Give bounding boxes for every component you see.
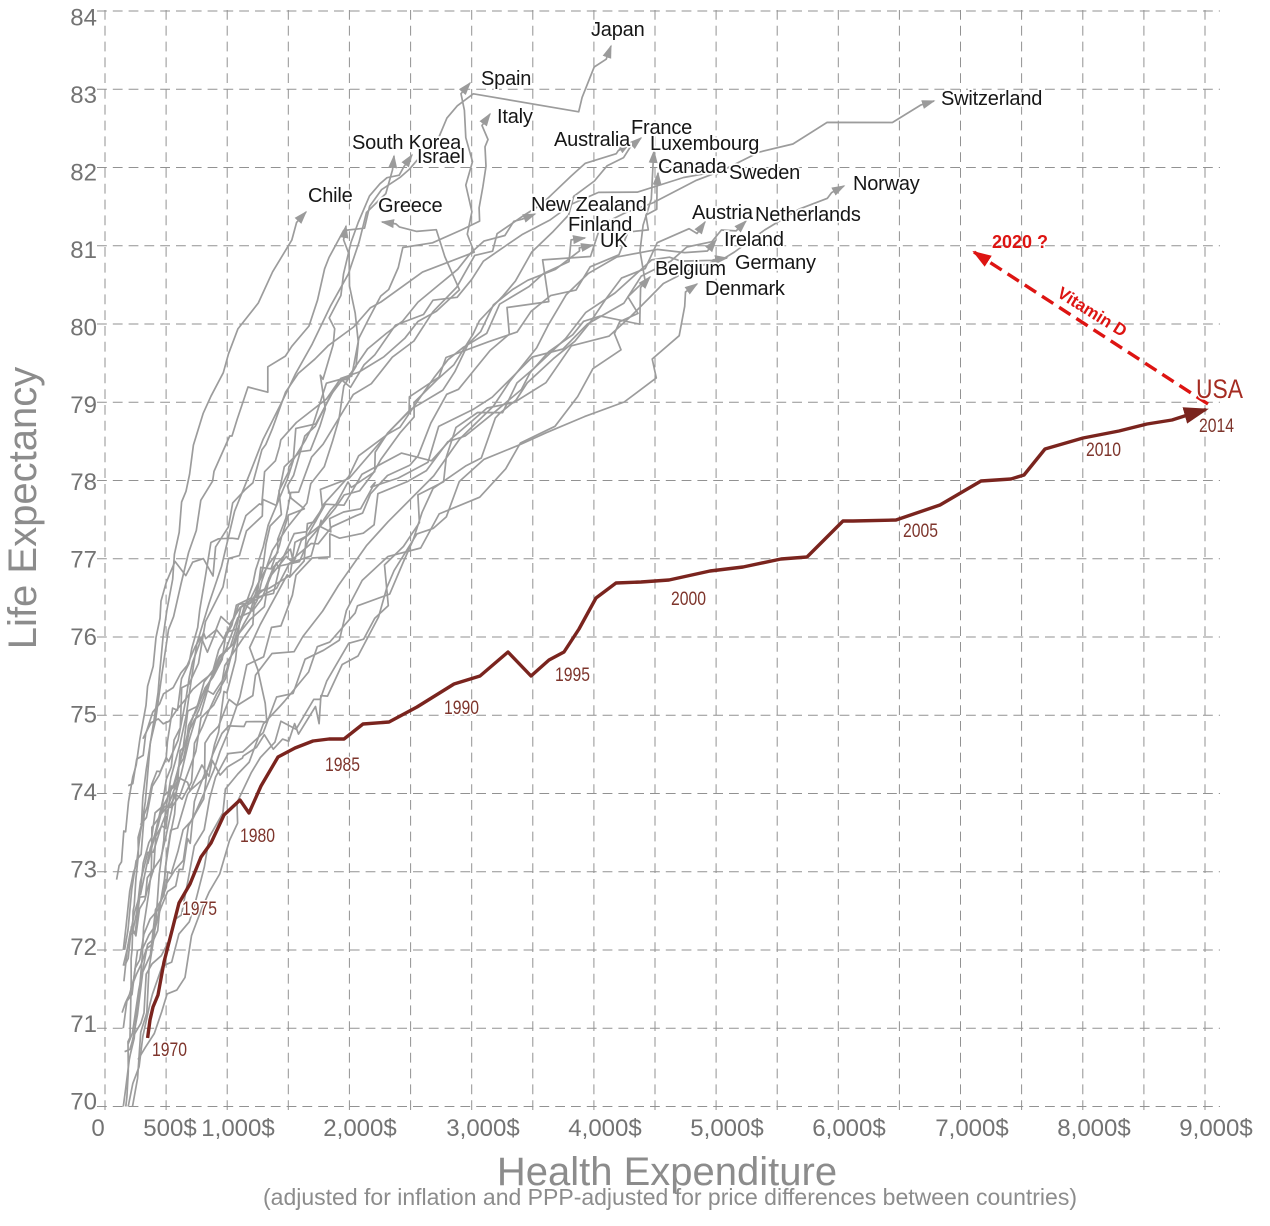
svg-text:Sweden: Sweden (729, 162, 800, 184)
svg-text:New Zealand: New Zealand (531, 194, 647, 216)
svg-text:Chile: Chile (308, 185, 353, 207)
svg-text:UK: UK (600, 230, 628, 252)
svg-text:1980: 1980 (240, 826, 275, 847)
svg-text:Canada: Canada (658, 156, 728, 178)
svg-text:8,000$: 8,000$ (1057, 1115, 1130, 1142)
svg-text:Spain: Spain (481, 68, 531, 90)
svg-text:71: 71 (70, 1011, 97, 1038)
svg-text:Belgium: Belgium (655, 258, 726, 280)
svg-text:Switzerland: Switzerland (941, 88, 1042, 110)
svg-text:0: 0 (91, 1115, 104, 1142)
svg-text:Austria: Austria (692, 202, 754, 224)
svg-text:81: 81 (70, 237, 97, 264)
svg-text:USA: USA (1196, 374, 1243, 404)
svg-text:Japan: Japan (591, 19, 645, 41)
svg-text:2000: 2000 (671, 589, 706, 610)
svg-text:9,000$: 9,000$ (1179, 1115, 1252, 1142)
svg-text:Australia: Australia (554, 129, 631, 151)
svg-text:80: 80 (70, 314, 97, 341)
svg-text:Israel: Israel (417, 146, 465, 168)
svg-text:1970: 1970 (152, 1040, 187, 1061)
svg-text:2020 ?: 2020 ? (992, 232, 1048, 252)
svg-text:Norway: Norway (853, 173, 920, 195)
svg-text:1995: 1995 (555, 665, 590, 686)
svg-text:Luxembourg: Luxembourg (650, 133, 759, 155)
svg-text:Ireland: Ireland (724, 229, 784, 251)
svg-text:70: 70 (70, 1089, 97, 1116)
svg-text:79: 79 (70, 392, 97, 419)
svg-text:3,000$: 3,000$ (446, 1115, 519, 1142)
svg-text:(adjusted for inflation and PP: (adjusted for inflation and PPP-adjusted… (263, 1184, 1077, 1210)
svg-text:2010: 2010 (1086, 440, 1121, 461)
svg-text:1990: 1990 (444, 698, 479, 719)
svg-text:Denmark: Denmark (705, 278, 786, 300)
svg-text:74: 74 (70, 779, 97, 806)
svg-text:7,000$: 7,000$ (935, 1115, 1008, 1142)
svg-text:500$: 500$ (143, 1115, 196, 1142)
svg-text:2005: 2005 (903, 521, 938, 542)
svg-text:1985: 1985 (325, 755, 360, 776)
svg-text:Netherlands: Netherlands (755, 204, 861, 226)
svg-text:4,000$: 4,000$ (568, 1115, 641, 1142)
svg-text:84: 84 (70, 5, 97, 32)
svg-text:South Korea: South Korea (352, 132, 462, 154)
svg-text:Finland: Finland (568, 214, 632, 236)
svg-text:5,000$: 5,000$ (690, 1115, 763, 1142)
svg-text:83: 83 (70, 82, 97, 109)
svg-text:75: 75 (70, 702, 97, 729)
svg-text:82: 82 (70, 160, 97, 187)
svg-text:78: 78 (70, 469, 97, 496)
svg-text:76: 76 (70, 624, 97, 651)
svg-text:72: 72 (70, 934, 97, 961)
svg-text:Italy: Italy (497, 106, 533, 128)
svg-text:1,000$: 1,000$ (201, 1115, 274, 1142)
svg-text:Health Expenditure: Health Expenditure (497, 1150, 837, 1194)
svg-text:1975: 1975 (182, 899, 217, 920)
svg-text:Life Expectancy: Life Expectancy (1, 367, 45, 649)
svg-text:France: France (631, 117, 692, 139)
svg-text:2,000$: 2,000$ (323, 1115, 396, 1142)
svg-text:Greece: Greece (378, 195, 442, 217)
svg-text:77: 77 (70, 547, 97, 574)
svg-text:73: 73 (70, 856, 97, 883)
svg-text:Germany: Germany (735, 252, 816, 274)
svg-text:2014: 2014 (1199, 416, 1234, 437)
svg-text:6,000$: 6,000$ (812, 1115, 885, 1142)
